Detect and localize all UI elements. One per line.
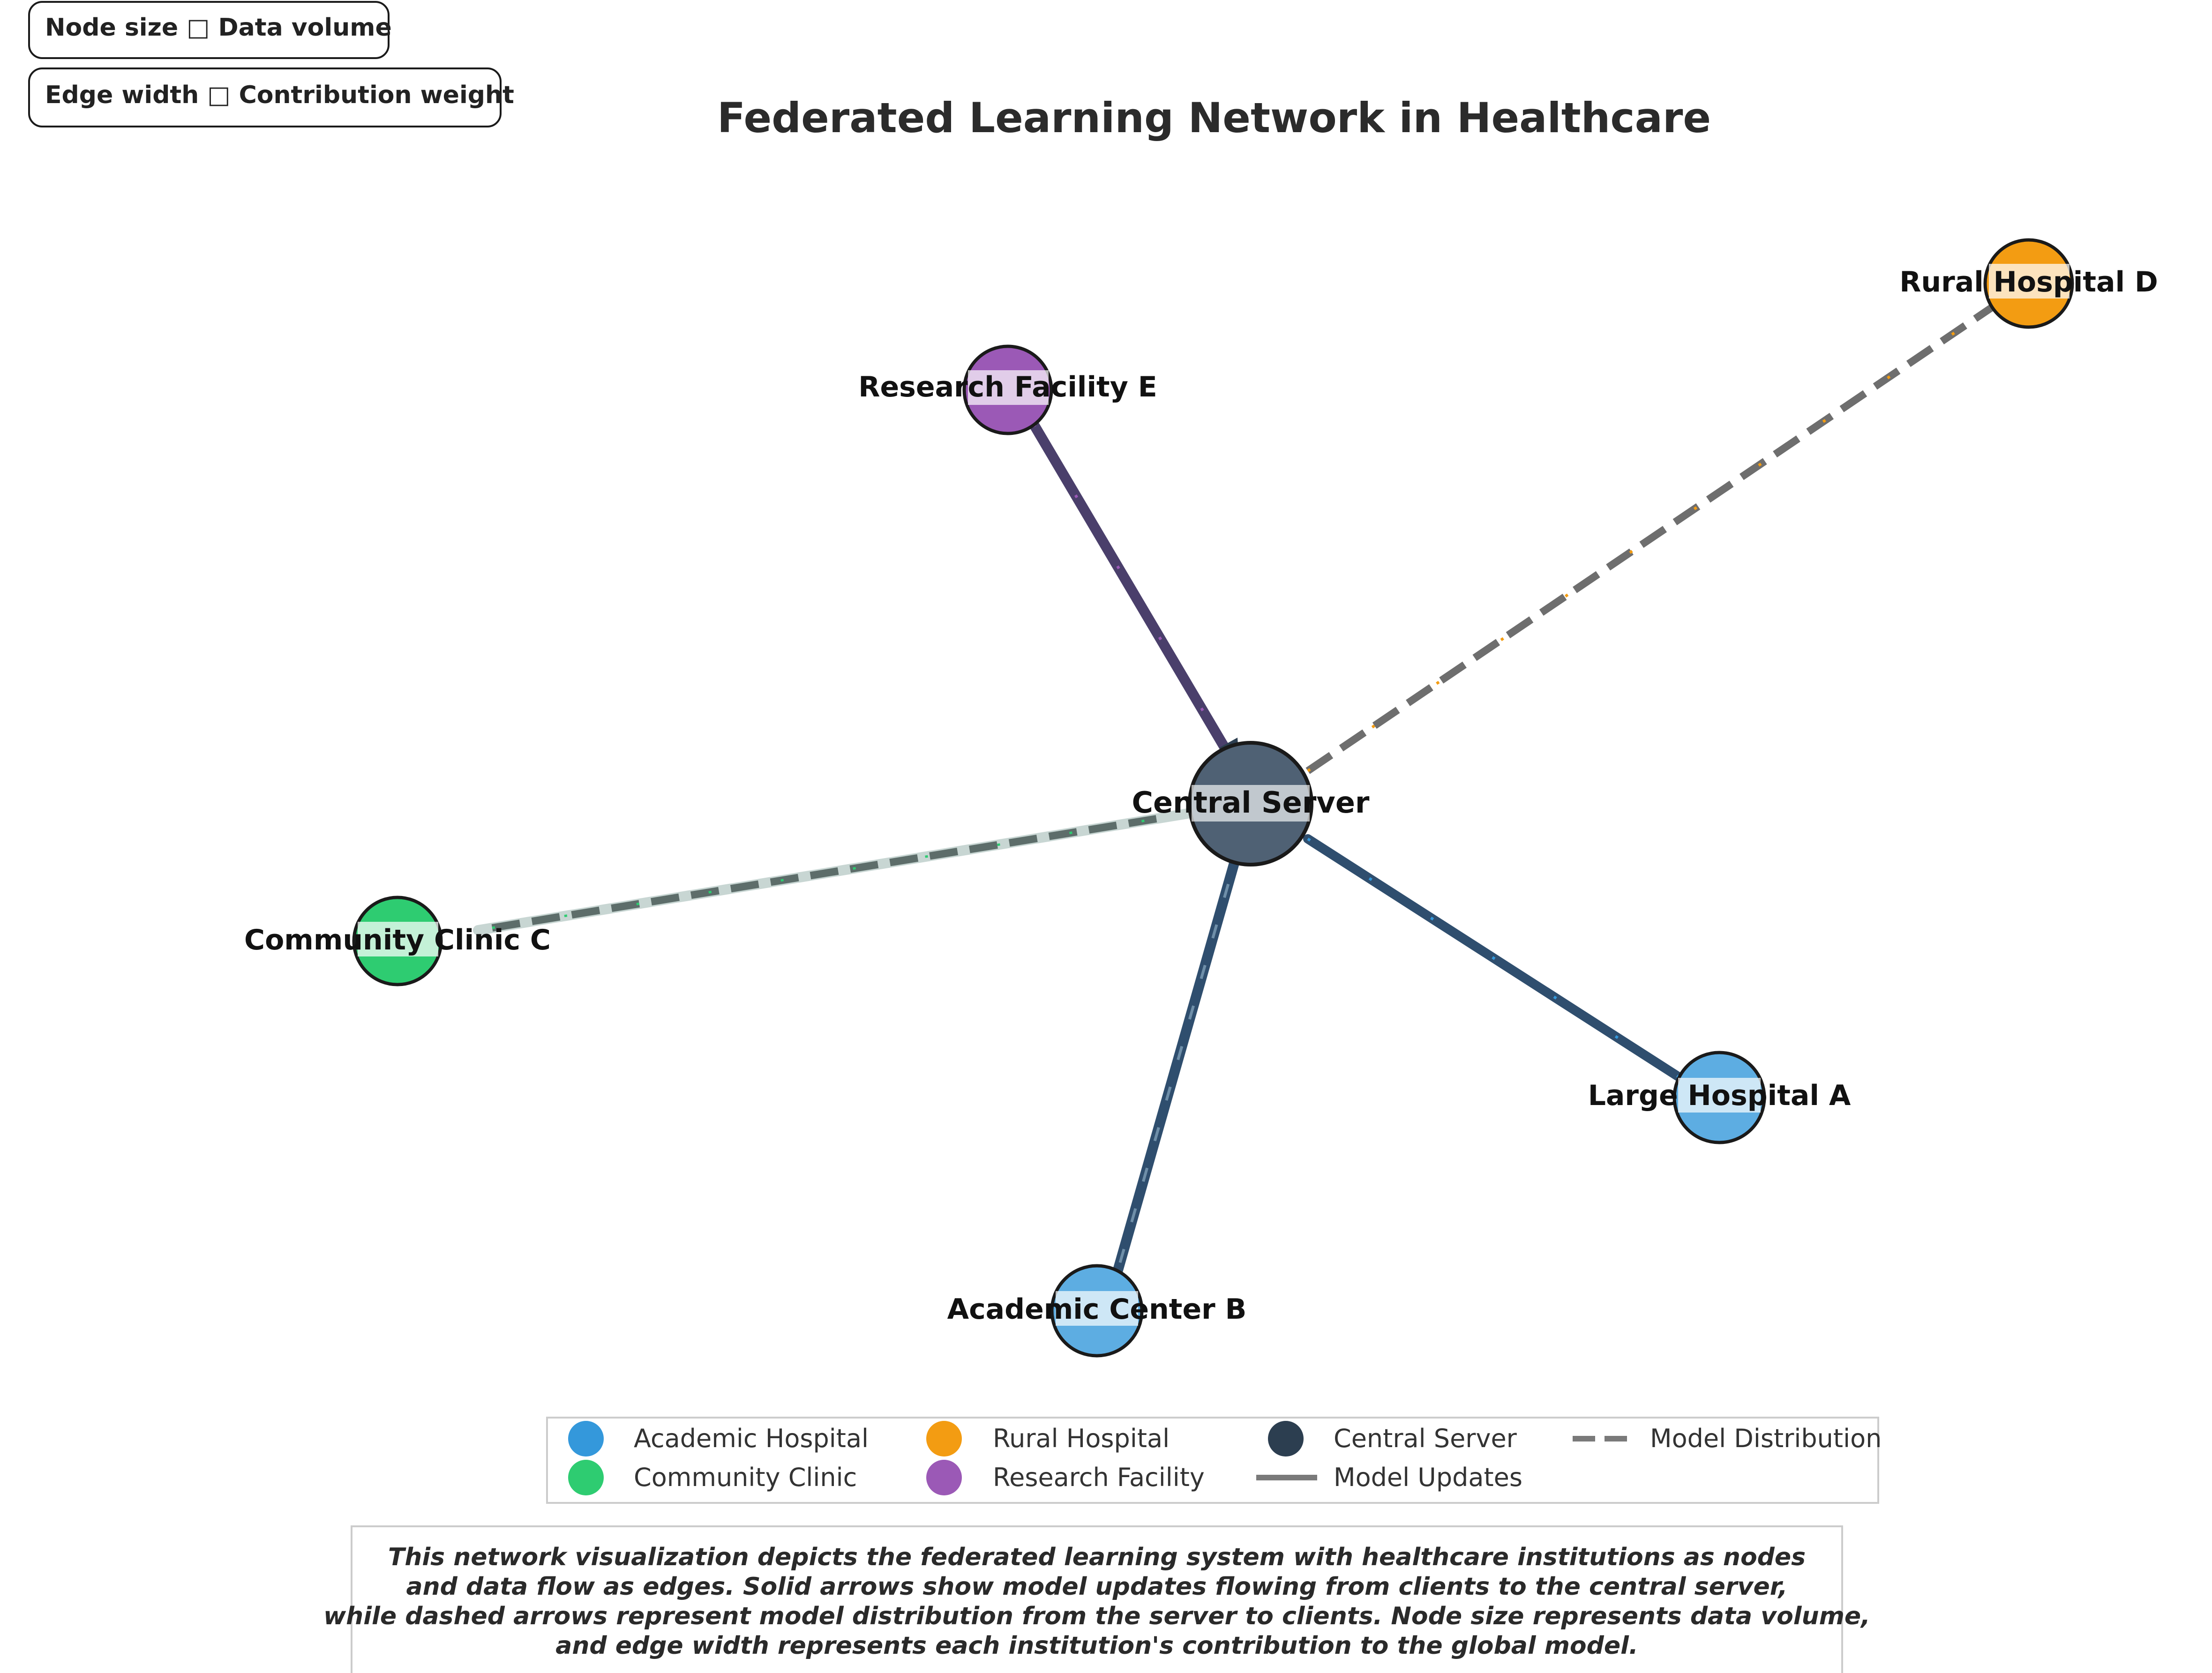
edge-hospital-d [1305, 298, 2004, 774]
legend: Academic Hospital Community Clinic Rural… [546, 1417, 1882, 1504]
edge-hospital-a [1303, 834, 1692, 1087]
legend-label: Rural Hospital [993, 1424, 1170, 1453]
label-backdrop [968, 370, 1049, 405]
node-rural-hospital-d[interactable]: Rural Hospital D [1899, 238, 2158, 329]
node-label: Large Hospital A [1588, 1079, 1851, 1112]
node-community-clinic-c[interactable]: Community Clinic C [244, 896, 551, 986]
legend-label: Research Facility [993, 1463, 1205, 1492]
diagram-title: Federated Learning Network in Healthcare [717, 94, 1711, 142]
edge-center-b [1108, 827, 1261, 1292]
caption-line-2: and data flow as edges. Solid arrows sho… [406, 1573, 1788, 1601]
edge-facility-e [1028, 419, 1245, 778]
academic-hospital-swatch-icon [568, 1421, 604, 1456]
node-label: Central Server [1132, 785, 1370, 820]
legend-box [546, 1417, 1879, 1504]
node-large-hospital-a[interactable]: Large Hospital A [1588, 1051, 1851, 1144]
rural-hospital-swatch-icon [926, 1421, 962, 1456]
node-label: Research Facility E [858, 371, 1157, 403]
node-label: Academic Center B [947, 1293, 1247, 1326]
node-academic-center-b[interactable]: Academic Center B [947, 1264, 1247, 1358]
caption-line-4: and edge width represents each instituti… [555, 1632, 1638, 1660]
caption-line-1: This network visualization depicts the f… [388, 1543, 1806, 1571]
label-backdrop [1678, 1078, 1761, 1113]
community-clinic-swatch-icon [568, 1460, 604, 1495]
label-backdrop [1192, 785, 1310, 822]
edge-width-badge: Edge width □ Contribution weight [28, 67, 514, 127]
nodes: Research Facility E Rural Hospital D Cen… [244, 238, 2158, 1358]
legend-label: Academic Hospital [634, 1424, 869, 1453]
legend-item-model-updates: Model Updates [1256, 1463, 1522, 1492]
node-label: Rural Hospital D [1899, 266, 2158, 299]
caption: This network visualization depicts the f… [323, 1525, 1870, 1673]
legend-item-central-server: Central Server [1268, 1421, 1517, 1456]
legend-item-rural-hospital: Rural Hospital [926, 1421, 1170, 1456]
node-label: Community Clinic C [244, 924, 551, 956]
research-facility-swatch-icon [926, 1460, 962, 1495]
node-research-facility-e[interactable]: Research Facility E [858, 344, 1157, 435]
legend-label: Model Distribution [1650, 1424, 1882, 1453]
central-server-swatch-icon [1268, 1421, 1304, 1456]
label-backdrop [1056, 1291, 1138, 1326]
edge-width-badge-text: Edge width □ Contribution weight [45, 81, 514, 109]
legend-item-model-distribution: Model Distribution [1573, 1424, 1882, 1453]
legend-label: Model Updates [1334, 1463, 1522, 1492]
label-backdrop [358, 922, 438, 956]
legend-label: Central Server [1334, 1424, 1517, 1453]
legend-item-community-clinic: Community Clinic [568, 1460, 857, 1495]
legend-item-academic-hospital: Academic Hospital [568, 1421, 869, 1456]
legend-item-research-facility: Research Facility [926, 1460, 1205, 1495]
legend-label: Community Clinic [634, 1463, 857, 1492]
label-backdrop [1989, 264, 2070, 299]
node-size-badge: Node size □ Data volume [28, 1, 392, 59]
caption-line-3: while dashed arrows represent model dist… [323, 1602, 1870, 1630]
node-size-badge-text: Node size □ Data volume [45, 14, 392, 42]
node-central-server[interactable]: Central Server [1132, 741, 1370, 866]
caption-box [351, 1525, 1843, 1673]
edge-clinic-c [473, 808, 1196, 935]
